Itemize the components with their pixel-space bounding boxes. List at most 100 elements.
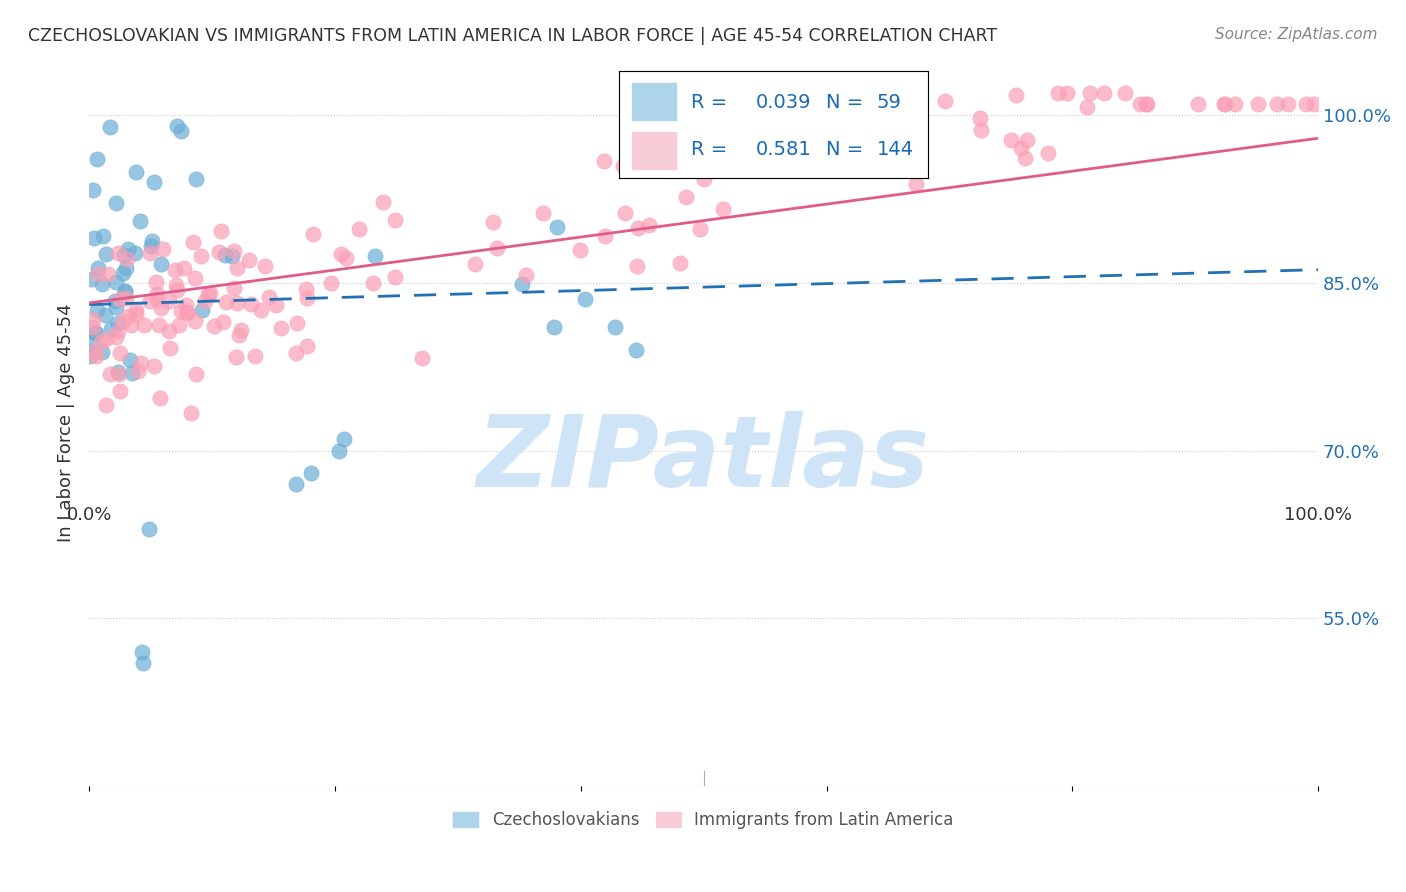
Immigrants from Latin America — [250, 303, 273, 318]
Text: 0.0%: 0.0% — [66, 506, 111, 524]
Immigrants from Latin America — [108, 346, 131, 360]
Immigrants from Latin America — [627, 221, 650, 235]
Czechoslovakians — [79, 345, 101, 359]
Immigrants from Latin America — [82, 319, 104, 334]
Immigrants from Latin America — [1056, 86, 1078, 100]
Immigrants from Latin America — [174, 298, 197, 312]
Czechoslovakians — [107, 365, 129, 379]
Czechoslovakians — [94, 308, 117, 322]
Immigrants from Latin America — [132, 318, 155, 332]
Immigrants from Latin America — [165, 278, 187, 293]
Czechoslovakians — [84, 326, 107, 340]
Czechoslovakians — [103, 293, 125, 308]
Immigrants from Latin America — [229, 323, 252, 337]
Czechoslovakians — [117, 242, 139, 256]
Immigrants from Latin America — [145, 275, 167, 289]
Immigrants from Latin America — [245, 349, 267, 363]
Immigrants from Latin America — [104, 329, 127, 343]
Immigrants from Latin America — [671, 158, 693, 172]
Immigrants from Latin America — [970, 123, 993, 137]
Immigrants from Latin America — [125, 307, 148, 321]
Immigrants from Latin America — [209, 224, 232, 238]
Immigrants from Latin America — [1004, 88, 1026, 103]
Immigrants from Latin America — [176, 306, 198, 320]
Immigrants from Latin America — [181, 235, 204, 249]
Immigrants from Latin America — [844, 154, 866, 169]
Immigrants from Latin America — [692, 172, 714, 186]
Immigrants from Latin America — [114, 291, 136, 305]
Immigrants from Latin America — [96, 332, 118, 346]
Immigrants from Latin America — [1277, 97, 1299, 112]
Immigrants from Latin America — [159, 341, 181, 355]
Czechoslovakians — [82, 334, 104, 349]
Immigrants from Latin America — [157, 294, 180, 309]
Immigrants from Latin America — [1135, 97, 1157, 112]
Immigrants from Latin America — [319, 276, 342, 290]
Immigrants from Latin America — [1078, 86, 1101, 100]
Immigrants from Latin America — [1094, 86, 1116, 100]
Immigrants from Latin America — [166, 283, 188, 297]
Immigrants from Latin America — [190, 249, 212, 263]
Immigrants from Latin America — [152, 242, 174, 256]
Immigrants from Latin America — [98, 368, 121, 382]
Immigrants from Latin America — [593, 154, 616, 169]
Immigrants from Latin America — [297, 339, 319, 353]
Immigrants from Latin America — [638, 218, 661, 232]
Immigrants from Latin America — [1212, 97, 1234, 112]
Czechoslovakians — [86, 302, 108, 317]
Czechoslovakians — [299, 466, 322, 480]
Czechoslovakians — [143, 175, 166, 189]
Immigrants from Latin America — [146, 286, 169, 301]
Immigrants from Latin America — [149, 301, 172, 316]
Czechoslovakians — [191, 303, 214, 318]
Y-axis label: In Labor Force | Age 45-54: In Labor Force | Age 45-54 — [58, 303, 75, 542]
Immigrants from Latin America — [197, 286, 219, 301]
Immigrants from Latin America — [198, 286, 221, 301]
Immigrants from Latin America — [1000, 133, 1022, 147]
Immigrants from Latin America — [851, 162, 873, 177]
Immigrants from Latin America — [1223, 97, 1246, 112]
Immigrants from Latin America — [969, 111, 991, 125]
Czechoslovakians — [91, 277, 114, 291]
Czechoslovakians — [510, 277, 533, 292]
Immigrants from Latin America — [115, 252, 138, 266]
Immigrants from Latin America — [675, 190, 697, 204]
Czechoslovakians — [83, 326, 105, 340]
Immigrants from Latin America — [285, 316, 308, 330]
Immigrants from Latin America — [108, 384, 131, 398]
Immigrants from Latin America — [194, 293, 217, 308]
Czechoslovakians — [574, 292, 596, 306]
Czechoslovakians — [104, 275, 127, 289]
Immigrants from Latin America — [139, 246, 162, 260]
Immigrants from Latin America — [240, 297, 263, 311]
Immigrants from Latin America — [226, 296, 249, 310]
Immigrants from Latin America — [593, 228, 616, 243]
Immigrants from Latin America — [90, 334, 112, 349]
Immigrants from Latin America — [111, 314, 134, 328]
Czechoslovakians — [129, 214, 152, 228]
Immigrants from Latin America — [689, 221, 711, 235]
Immigrants from Latin America — [905, 177, 928, 191]
Immigrants from Latin America — [270, 321, 292, 335]
Immigrants from Latin America — [411, 351, 433, 365]
Text: R =: R = — [690, 93, 733, 112]
Text: N =: N = — [827, 93, 870, 112]
Immigrants from Latin America — [142, 359, 165, 373]
Czechoslovakians — [214, 247, 236, 261]
Immigrants from Latin America — [1295, 97, 1317, 112]
Text: 0.581: 0.581 — [755, 140, 811, 159]
FancyBboxPatch shape — [631, 83, 676, 120]
Czechoslovakians — [96, 246, 118, 260]
Immigrants from Latin America — [222, 281, 245, 295]
Immigrants from Latin America — [110, 292, 132, 306]
Immigrants from Latin America — [125, 303, 148, 318]
Immigrants from Latin America — [347, 222, 370, 236]
Immigrants from Latin America — [515, 268, 537, 282]
Immigrants from Latin America — [157, 325, 180, 339]
Czechoslovakians — [115, 261, 138, 276]
Czechoslovakians — [624, 343, 647, 358]
Czechoslovakians — [112, 247, 135, 261]
Czechoslovakians — [105, 300, 128, 314]
Immigrants from Latin America — [264, 298, 287, 312]
Immigrants from Latin America — [297, 291, 319, 305]
